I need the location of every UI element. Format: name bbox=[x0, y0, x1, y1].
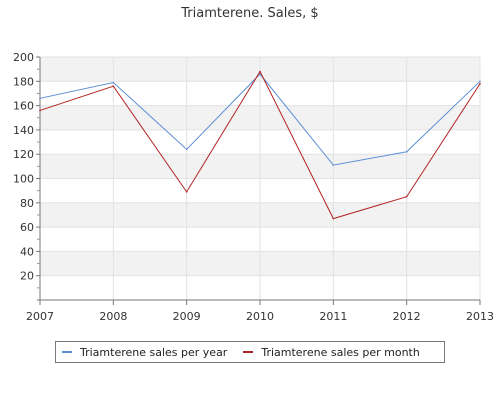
data-point-series-1 bbox=[185, 148, 188, 151]
data-point-series-2 bbox=[39, 109, 41, 112]
y-tick-label: 80 bbox=[20, 197, 34, 210]
data-point-series-1 bbox=[332, 164, 335, 166]
y-tick-label: 100 bbox=[13, 173, 34, 186]
data-point-series-2 bbox=[185, 191, 188, 193]
x-axis-ticks: 2007 2008 2009 2010 2011 2012 2013 bbox=[26, 300, 494, 323]
data-point-series-1 bbox=[405, 150, 408, 153]
data-point-series-1 bbox=[39, 97, 41, 100]
y-tick-label: 20 bbox=[20, 270, 34, 283]
y-tick-label: 200 bbox=[13, 51, 34, 64]
legend-item-series-2[interactable]: Triamterene sales per month bbox=[243, 346, 420, 359]
y-tick-label: 180 bbox=[13, 75, 34, 88]
legend: Triamterene sales per year Triamterene s… bbox=[55, 341, 445, 363]
data-point-series-1 bbox=[479, 80, 481, 83]
y-tick-label: 120 bbox=[13, 148, 34, 161]
y-tick-label: 40 bbox=[20, 245, 34, 258]
y-axis-ticks: 20 40 60 80 100 120 140 160 180 200 bbox=[13, 51, 40, 289]
y-tick-label: 160 bbox=[13, 100, 34, 113]
grid-lines bbox=[40, 56, 481, 300]
y-tick-label: 60 bbox=[20, 221, 34, 234]
x-tick-label: 2010 bbox=[246, 310, 274, 323]
data-point-series-2 bbox=[479, 82, 481, 85]
x-tick-label: 2013 bbox=[466, 310, 494, 323]
x-tick-label: 2008 bbox=[99, 310, 127, 323]
data-point-series-1 bbox=[259, 73, 261, 75]
chart-title: Triamterene. Sales, $ bbox=[180, 6, 318, 21]
legend-label-series-1: Triamterene sales per year bbox=[80, 345, 228, 359]
x-tick-label: 2012 bbox=[393, 310, 421, 323]
series-lines bbox=[39, 70, 481, 220]
x-tick-label: 2011 bbox=[319, 310, 347, 323]
data-point-series-2 bbox=[112, 85, 115, 87]
data-point-series-2 bbox=[405, 195, 408, 198]
data-point-series-2 bbox=[259, 70, 261, 73]
legend-swatch-series-1 bbox=[62, 351, 72, 353]
x-tick-label: 2009 bbox=[173, 310, 201, 323]
x-tick-label: 2007 bbox=[26, 310, 54, 323]
legend-label-series-2: Triamterene sales per month bbox=[261, 345, 420, 359]
legend-item-series-1[interactable]: Triamterene sales per year bbox=[62, 346, 227, 359]
data-point-series-2 bbox=[332, 217, 335, 220]
legend-swatch-series-2 bbox=[243, 351, 254, 353]
data-point-series-1 bbox=[112, 81, 115, 84]
y-tick-label: 140 bbox=[13, 124, 34, 137]
